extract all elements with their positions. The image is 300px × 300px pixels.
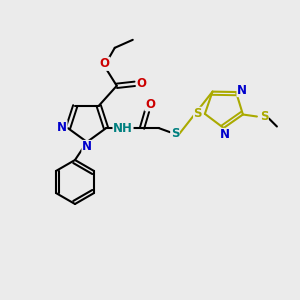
Text: O: O bbox=[145, 98, 155, 111]
Text: N: N bbox=[57, 121, 67, 134]
Text: O: O bbox=[100, 57, 110, 70]
Text: S: S bbox=[194, 107, 202, 120]
Text: S: S bbox=[171, 127, 179, 140]
Text: N: N bbox=[237, 83, 247, 97]
Text: N: N bbox=[82, 140, 92, 154]
Text: N: N bbox=[220, 128, 230, 142]
Text: O: O bbox=[137, 77, 147, 90]
Text: NH: NH bbox=[113, 122, 133, 135]
Text: S: S bbox=[260, 110, 268, 123]
